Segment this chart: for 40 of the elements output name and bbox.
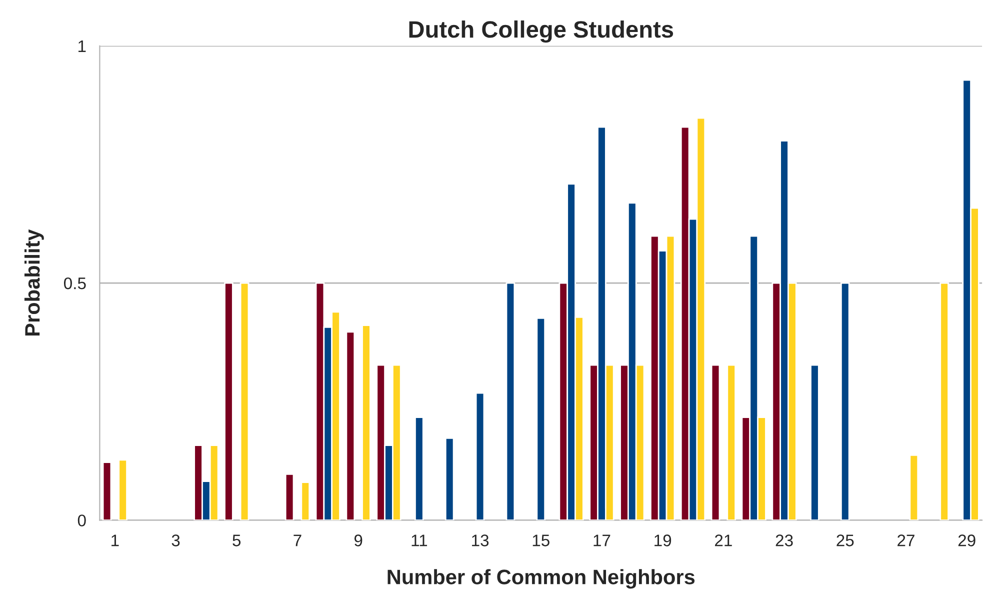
bar <box>940 282 949 520</box>
y-axis-title: Probability <box>24 229 44 336</box>
bar <box>710 364 720 520</box>
x-tick-label: 15 <box>532 534 550 546</box>
bar <box>362 324 371 520</box>
x-tick-label: 29 <box>958 534 976 546</box>
bar <box>118 459 128 520</box>
bar <box>346 331 356 520</box>
chart-title: Dutch College Students <box>409 20 674 43</box>
bar <box>536 317 546 520</box>
x-tick-label: 21 <box>714 534 732 546</box>
x-tick-label: 23 <box>776 534 793 546</box>
x-tick-label: 7 <box>294 534 302 546</box>
x-tick-label: 11 <box>412 534 428 546</box>
bar <box>102 462 112 520</box>
bar <box>414 416 424 520</box>
x-tick-label: 5 <box>232 534 241 546</box>
bar <box>475 392 485 520</box>
x-tick-label: 13 <box>472 534 489 546</box>
bar <box>506 282 516 520</box>
bar <box>284 474 294 520</box>
bar <box>240 282 250 520</box>
x-tick-label: 3 <box>172 534 180 546</box>
y-tick-label: 0 <box>78 514 86 526</box>
x-tick-label: 19 <box>654 534 672 546</box>
bar <box>726 364 736 520</box>
x-tick-label: 25 <box>836 534 854 546</box>
x-tick-label: 27 <box>898 534 914 546</box>
bar <box>444 437 454 520</box>
x-tick-label: 1 <box>112 534 119 546</box>
bar <box>810 364 820 520</box>
x-tick-label: 9 <box>354 534 362 546</box>
bar <box>840 282 850 520</box>
x-axis-title: Number of Common Neighbors <box>388 569 695 589</box>
y-tick-label: 1 <box>78 40 86 52</box>
bar <box>224 282 234 520</box>
bar <box>300 482 310 520</box>
bar <box>909 454 919 520</box>
y-tick-label: 0.5 <box>64 277 86 290</box>
x-tick-label: 17 <box>594 534 610 546</box>
